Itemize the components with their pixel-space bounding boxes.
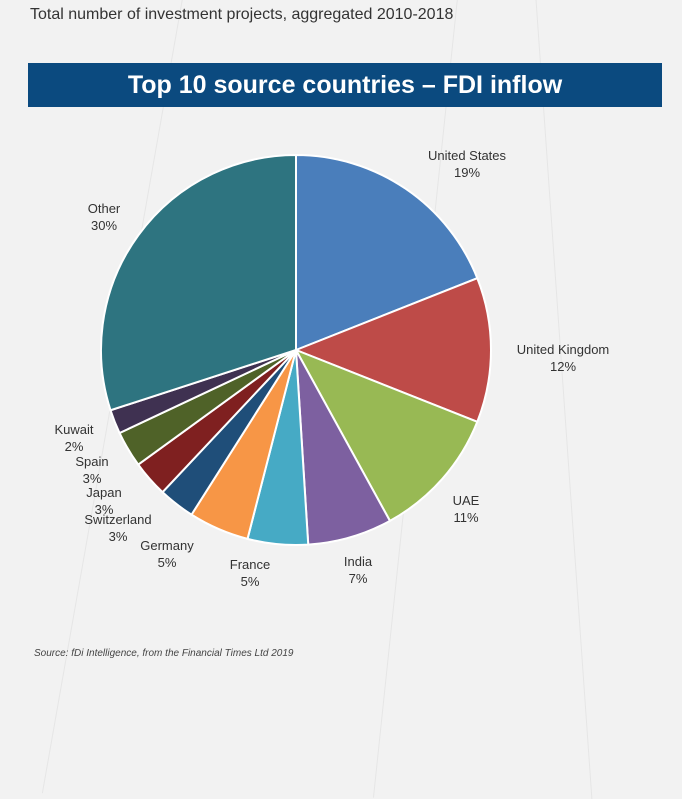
- slice-value-label: 5%: [241, 574, 260, 589]
- slice-label: Germany: [140, 538, 194, 553]
- slice-label: Spain: [75, 454, 108, 469]
- slice-value-label: 3%: [83, 471, 102, 486]
- pie-slice-united-states: [295, 153, 479, 352]
- slice-label: UAE: [453, 493, 480, 508]
- pie-chart: United States 19% United Kingdom 12% UAE 11% I…: [54, 148, 610, 589]
- slice-label: United Kingdom: [517, 342, 610, 357]
- slice-label: Kuwait: [54, 422, 93, 437]
- slice-value-label: 7%: [349, 571, 368, 586]
- title-banner: Top 10 source countries – FDI inflow: [28, 63, 662, 107]
- slice-value-label: 5%: [158, 555, 177, 570]
- pie-slice-other: [100, 153, 297, 412]
- slice-label: Other: [88, 201, 121, 216]
- slice-value-label: 2%: [65, 439, 84, 454]
- slice-label: Switzerland: [84, 512, 151, 527]
- slice-label: India: [344, 554, 373, 569]
- slice-value-label: 12%: [550, 359, 576, 374]
- slice-value-label: 3%: [109, 529, 128, 544]
- pie-slice-uae: [293, 348, 479, 523]
- chart-title: Top 10 source countries – FDI inflow: [127, 70, 563, 99]
- slice-label: Japan: [86, 485, 121, 500]
- slice-value-label: 19%: [454, 165, 480, 180]
- slice-label: United States: [428, 148, 507, 163]
- pie-slice-united-kingdom: [293, 276, 492, 424]
- chart-subtitle: Total number of investment projects, agg…: [30, 6, 454, 23]
- source-note: Source: fDi Intelligence, from the Finan…: [34, 648, 294, 659]
- slice-value-label: 11%: [453, 510, 478, 525]
- slice-label: France: [230, 557, 270, 572]
- slice-value-label: 3%: [95, 502, 114, 517]
- slice-value-label: 30%: [91, 218, 117, 233]
